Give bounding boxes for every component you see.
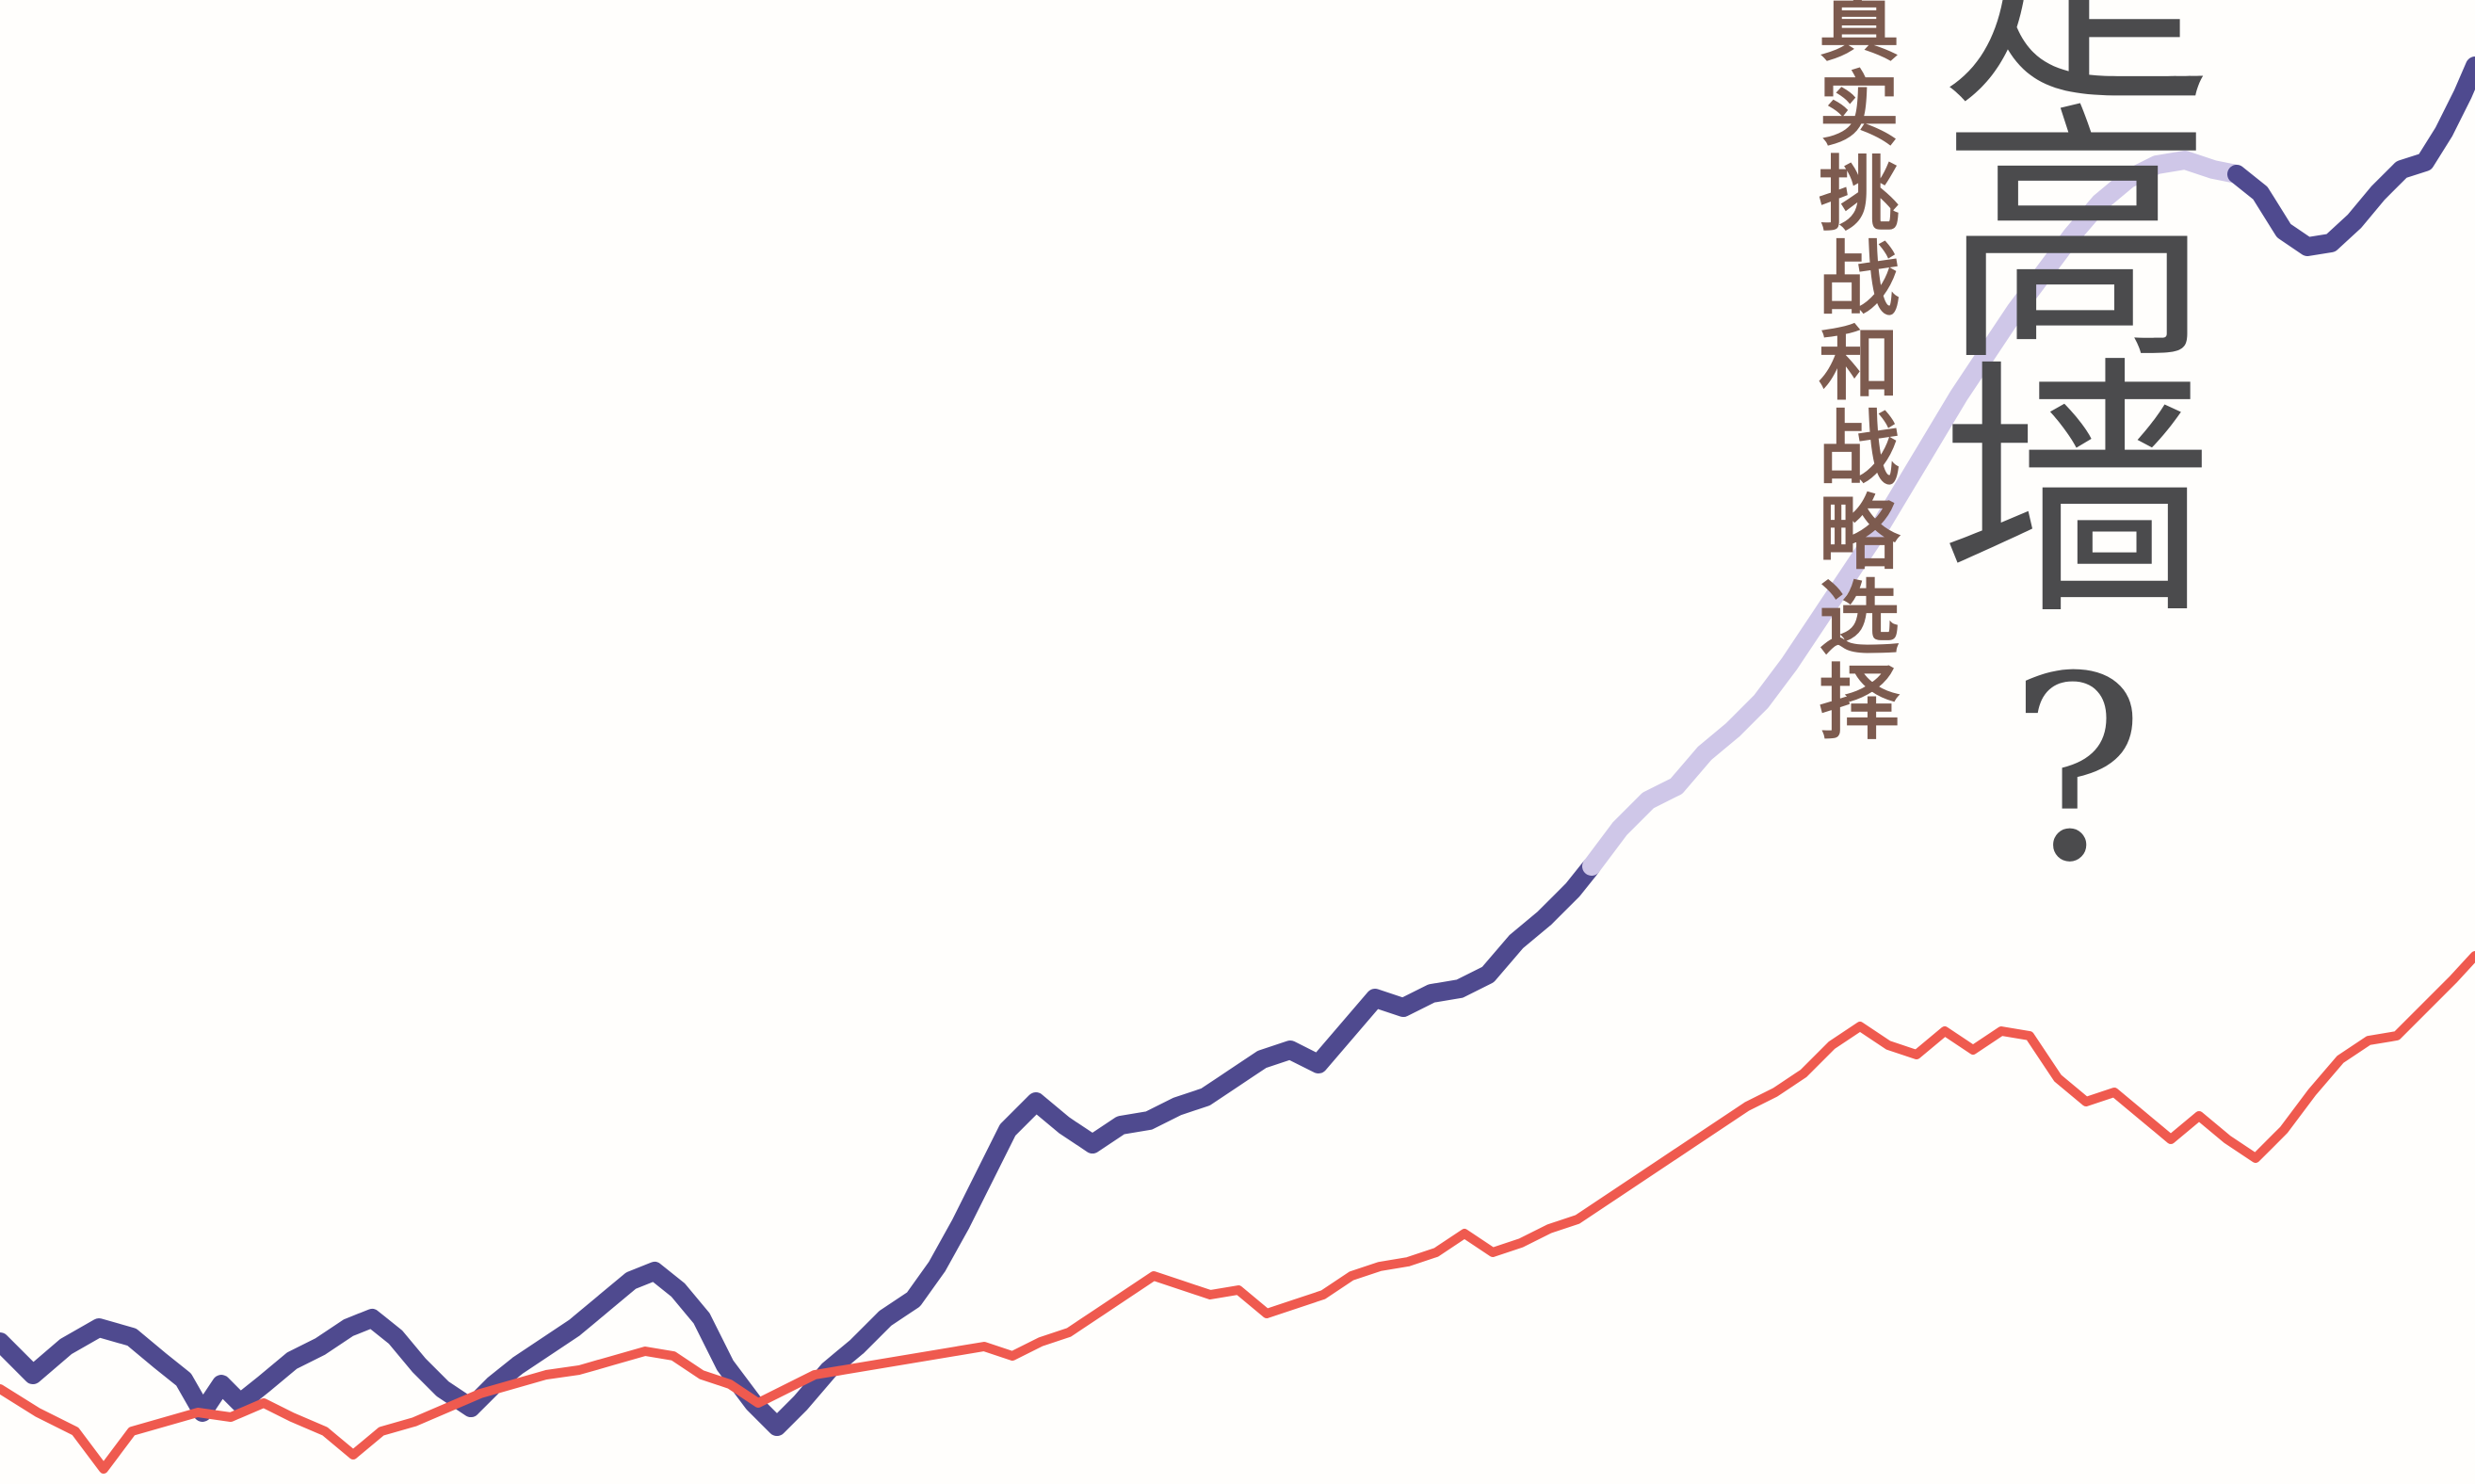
purple-trend-line [0, 857, 1601, 1436]
subtitle-char: 真 [1819, 0, 1900, 73]
subtitle-char: 战 [1819, 232, 1900, 327]
purple-trend-line-end [2227, 56, 2475, 256]
red-trend-line [0, 951, 2475, 1474]
subtitle-char: 和 [1819, 316, 1900, 411]
title-question-mark: ? [2008, 621, 2145, 918]
subtitle-char: 战 [1819, 401, 1900, 496]
book-subtitle: 真 实 挑 战 和 战 略 选 择 [1806, 0, 1912, 746]
title-char: 墙 [1940, 335, 2213, 653]
subtitle-char: 挑 [1819, 147, 1900, 242]
purple-trend-line-light [1582, 151, 2246, 876]
title-char: 是 [1940, 0, 2213, 122]
subtitle-char: 略 [1819, 486, 1900, 581]
title-char: 高 [1940, 81, 2213, 398]
book-title: 是 高 墙 ? [1926, 0, 2227, 911]
subtitle-char: 择 [1819, 655, 1900, 750]
subtitle-char: 选 [1819, 571, 1900, 666]
subtitle-char: 实 [1819, 62, 1900, 157]
